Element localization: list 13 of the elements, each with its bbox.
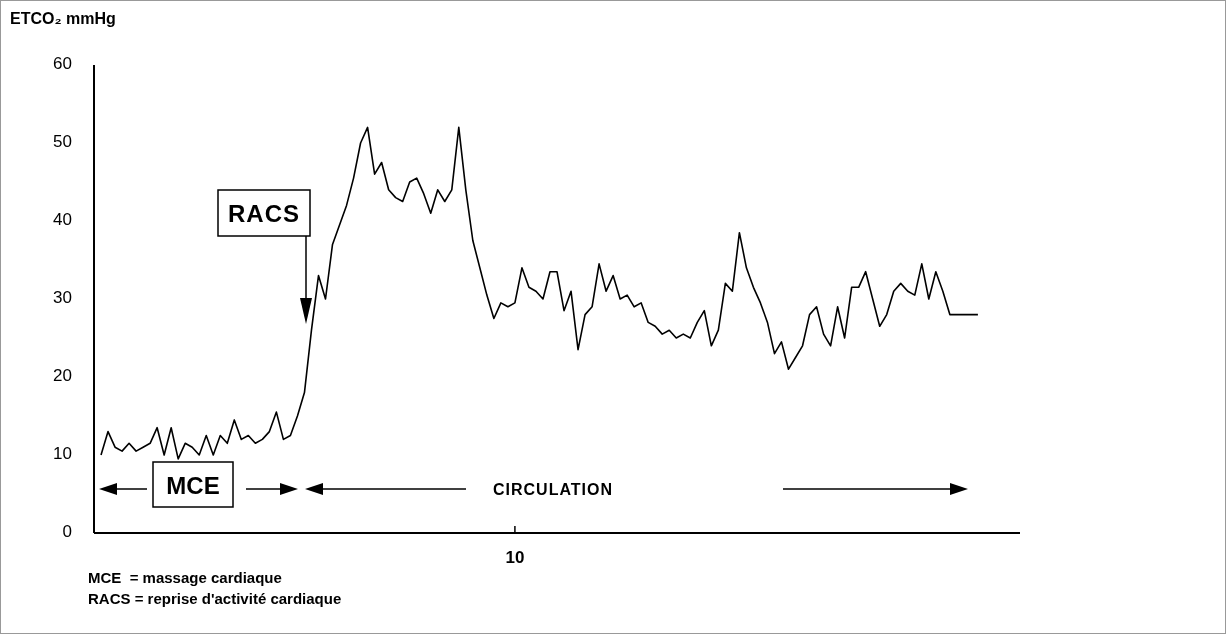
- annotation: CIRCULATION: [492, 481, 614, 498]
- y-tick-label: 0: [62, 522, 72, 542]
- y-tick-label: 50: [53, 132, 72, 152]
- y-tick-label: 20: [53, 366, 72, 386]
- y-tick-label: 60: [53, 54, 72, 74]
- annotation: MCE: [166, 472, 220, 499]
- text: MCE = massage cardiaque: [88, 569, 282, 586]
- y-axis-title: ETCO₂ mmHg: [10, 10, 116, 27]
- text: RACS = reprise d'activité cardiaque: [88, 590, 342, 607]
- y-tick-label: 10: [53, 444, 72, 464]
- y-tick-label: 40: [53, 210, 72, 230]
- y-tick-label: 30: [53, 288, 72, 308]
- annotation: RACS: [227, 200, 301, 227]
